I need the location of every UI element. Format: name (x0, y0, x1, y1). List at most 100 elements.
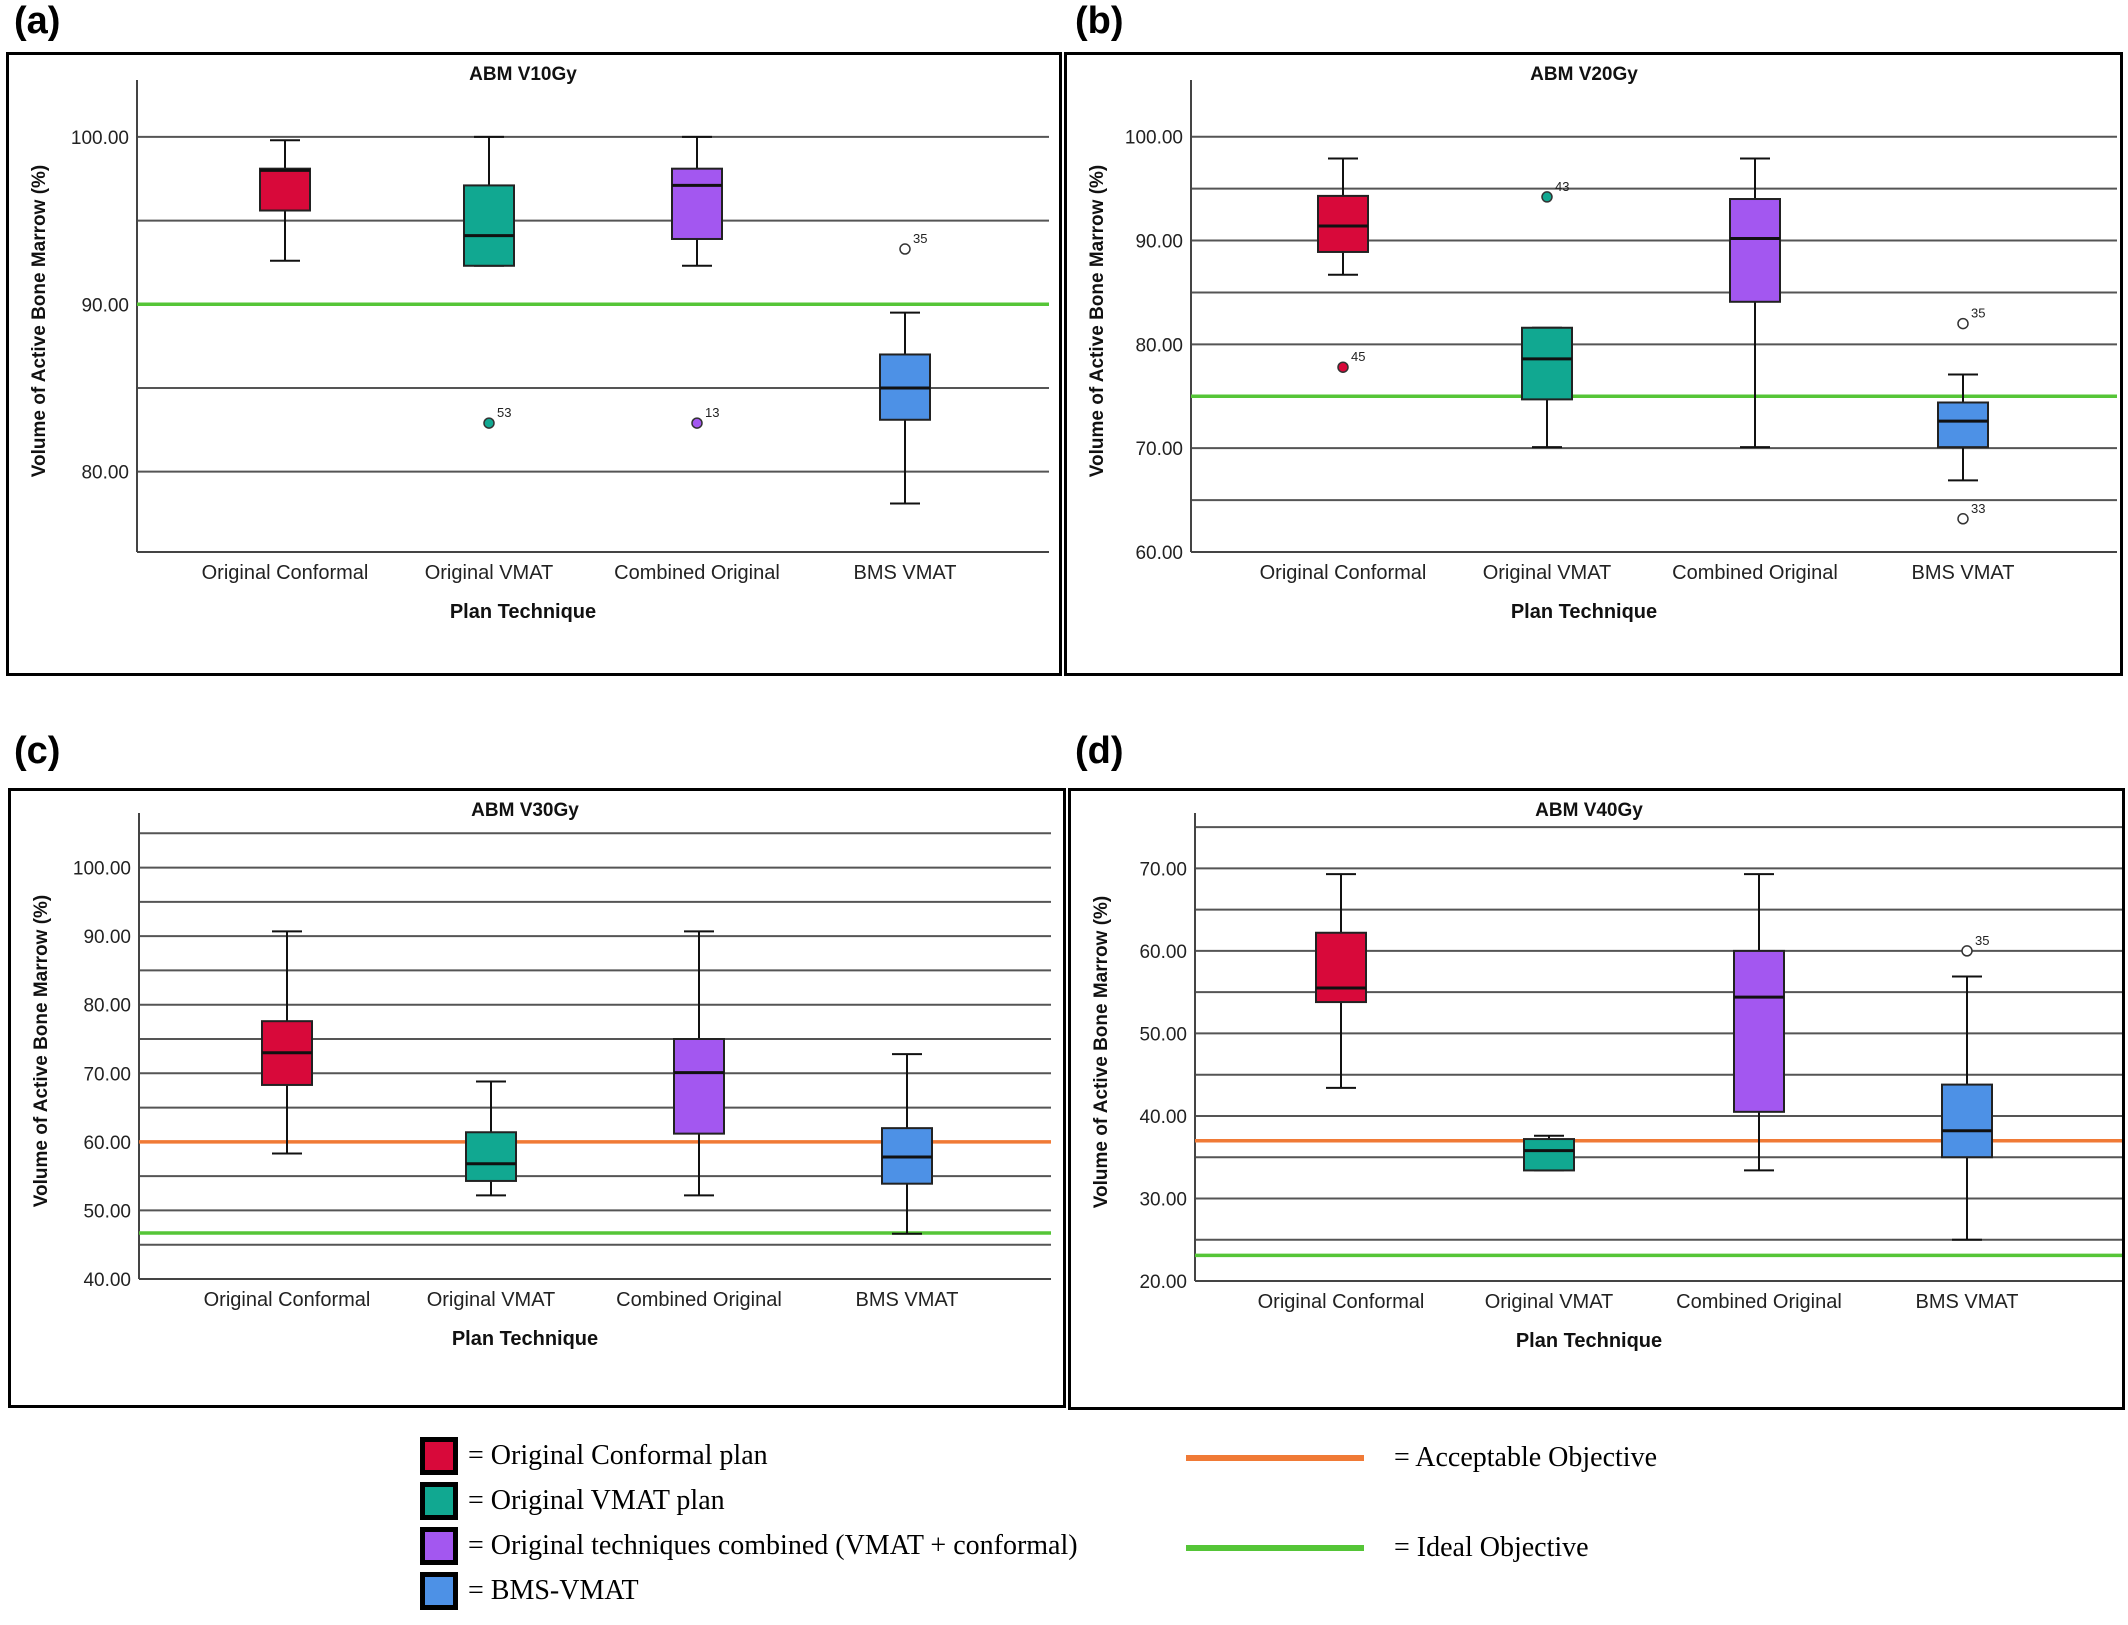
box-iqr (1937, 401, 1989, 449)
box-iqr (671, 167, 723, 240)
box-iqr (1523, 1138, 1575, 1172)
outlier-point (483, 417, 495, 429)
legend-item-original-conformal: = Original Conformal plan (420, 1437, 768, 1475)
x-tick-label: Combined Original (616, 1289, 782, 1311)
chart-title: ABM V30Gy (471, 800, 579, 821)
y-tick-label: 100.00 (71, 128, 129, 149)
outlier-point (691, 417, 703, 429)
x-axis-label: Plan Technique (452, 1328, 598, 1350)
box-plot-original-conformal (261, 930, 313, 1155)
y-tick-label: 80.00 (83, 996, 131, 1017)
legend-label: = Original Conformal plan (468, 1440, 768, 1471)
chart-panel-b: 60.00 70.00 80.00 90.00 100.00 45 Original Con… (1064, 52, 2123, 676)
box-plot-bms-vmat (881, 1053, 933, 1235)
y-axis-label: Volume of Active Bone Marrow (%) (1091, 896, 1112, 1208)
chart-svg: 40.00 50.00 60.00 70.00 80.00 90.00 100.00 Orig… (31, 800, 1051, 1350)
outlier-label: 53 (497, 405, 511, 420)
y-tick-label: 50.00 (1139, 1024, 1187, 1045)
x-tick-label: Combined Original (614, 562, 780, 584)
box-iqr (259, 167, 311, 212)
legend-swatch-bms-vmat (420, 1572, 458, 1610)
legend-item-ideal-objective: = Ideal Objective (1186, 1532, 1589, 1564)
box-iqr (1729, 198, 1781, 303)
x-tick-label: Original VMAT (1483, 562, 1612, 584)
y-tick-label: 100.00 (73, 859, 131, 880)
outlier-point (1957, 317, 1969, 330)
chart-svg: 80.00 90.00 100.00 Original Conformal 53 Orig… (29, 64, 1049, 623)
box-plot-combined-original: 13 (671, 135, 723, 429)
x-tick-label: Combined Original (1676, 1291, 1842, 1313)
legend-swatch-original-vmat (420, 1482, 458, 1520)
y-tick-label: 90.00 (81, 295, 129, 316)
y-tick-label: 50.00 (83, 1201, 131, 1222)
y-tick-label: 70.00 (1139, 859, 1187, 880)
legend-item-bms-vmat: = BMS-VMAT (420, 1572, 639, 1610)
legend-swatch-combined-original (420, 1527, 458, 1565)
outlier-label: 35 (1971, 306, 1985, 321)
x-tick-label: BMS VMAT (854, 562, 957, 584)
y-tick-label: 90.00 (1135, 232, 1183, 253)
y-axis-label: Volume of Active Bone Marrow (%) (31, 895, 52, 1207)
outlier-point (1541, 191, 1553, 203)
outlier-point (1337, 361, 1349, 373)
outlier-label: 35 (1975, 933, 1989, 948)
x-axis-label: Plan Technique (1516, 1330, 1662, 1352)
x-tick-label: BMS VMAT (856, 1289, 959, 1311)
outlier-label: 33 (1971, 501, 1985, 516)
y-tick-label: 80.00 (1135, 335, 1183, 356)
panel-label-d: (d) (1075, 730, 1124, 772)
y-tick-label: 80.00 (81, 463, 129, 484)
x-tick-label: Original Conformal (204, 1289, 371, 1311)
legend-line-ideal (1186, 1545, 1364, 1551)
chart-panel-c: 40.00 50.00 60.00 70.00 80.00 90.00 100.00 Orig… (8, 788, 1066, 1408)
box-iqr (673, 1038, 725, 1135)
y-tick-label: 70.00 (1135, 439, 1183, 460)
y-tick-label: 40.00 (83, 1270, 131, 1291)
chart-svg: 20.00 30.00 40.00 50.00 60.00 70.00 Original C… (1091, 800, 2122, 1352)
outlier-point (1957, 513, 1969, 525)
box-iqr (463, 184, 515, 267)
box-iqr (1317, 194, 1369, 253)
legend-label: = Acceptable Objective (1394, 1442, 1658, 1473)
y-tick-label: 30.00 (1139, 1189, 1187, 1210)
chart-title: ABM V20Gy (1530, 64, 1638, 85)
box-iqr (1315, 931, 1367, 1004)
x-axis-label: Plan Technique (450, 601, 596, 623)
box-plot-original-conformal: 45 (1317, 157, 1369, 373)
box-plot-bms-vmat: 35 (879, 231, 931, 505)
x-tick-label: Original Conformal (1258, 1291, 1425, 1313)
box-iqr (1521, 326, 1573, 401)
box-plot-bms-vmat: 35 (1941, 933, 1993, 1241)
box-iqr (465, 1131, 517, 1182)
x-tick-label: BMS VMAT (1912, 562, 2015, 584)
y-axis-label: Volume of Active Bone Marrow (%) (1087, 165, 1108, 477)
legend-label: = BMS-VMAT (468, 1575, 639, 1606)
y-tick-label: 90.00 (83, 927, 131, 948)
chart-svg: 60.00 70.00 80.00 90.00 100.00 45 Original Con… (1087, 64, 2117, 623)
panel-label-a: (a) (14, 0, 61, 42)
outlier-label: 45 (1351, 349, 1365, 364)
y-tick-label: 60.00 (83, 1133, 131, 1154)
x-tick-label: Original VMAT (425, 562, 554, 584)
legend-label: = Original techniques combined (VMAT + c… (468, 1530, 1078, 1561)
legend-item-original-vmat: = Original VMAT plan (420, 1482, 725, 1520)
chart-panel-d: 20.00 30.00 40.00 50.00 60.00 70.00 Original C… (1068, 788, 2125, 1410)
box-plot-original-conformal (259, 139, 311, 262)
y-tick-label: 60.00 (1139, 942, 1187, 963)
box-iqr (1733, 949, 1785, 1113)
box-plot-original-conformal (1315, 873, 1367, 1089)
box-plot-bms-vmat: 35 33 (1937, 306, 1989, 525)
box-iqr (1941, 1083, 1993, 1159)
outlier-point (899, 243, 911, 255)
x-tick-label: Original Conformal (1260, 562, 1427, 584)
chart-panel-a: 80.00 90.00 100.00 Original Conformal 53 Orig… (6, 52, 1062, 676)
box-plot-original-vmat: 43 (1521, 179, 1573, 449)
box-plot-combined-original (1733, 873, 1785, 1172)
legend-swatch-original-conformal (420, 1437, 458, 1475)
legend-label: = Ideal Objective (1394, 1532, 1589, 1563)
box-plot-original-vmat: 53 (463, 135, 515, 429)
y-tick-label: 60.00 (1135, 543, 1183, 564)
legend-item-acceptable-objective: = Acceptable Objective (1186, 1442, 1657, 1474)
box-plot-original-vmat (465, 1080, 517, 1197)
box-plot-combined-original (1729, 157, 1781, 449)
